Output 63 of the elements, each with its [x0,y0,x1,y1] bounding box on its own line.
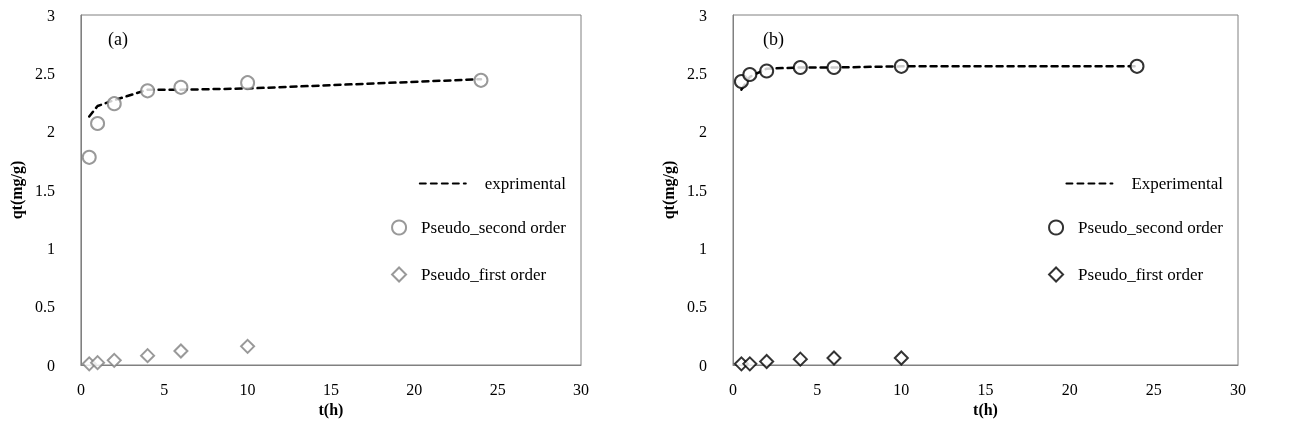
x-axis-title: t(h) [973,401,998,420]
point [90,355,106,371]
x-tick-label: 30 [1230,380,1246,398]
y-axis-title: qt(mg/g) [7,160,26,220]
point [792,351,808,367]
legend-label: Pseudo_second order [421,218,567,237]
point [140,83,156,99]
y-axis-title: qt(mg/g) [659,160,678,220]
x-tick-label: 25 [489,380,506,398]
point [742,356,758,372]
y-tick-label: 2.5 [687,64,707,82]
point [140,348,156,364]
x-tick-label: 15 [322,380,339,398]
x-tick-label: 20 [406,380,423,398]
point [759,354,775,369]
point [759,63,775,79]
legend-label: Pseudo_first order [1078,265,1204,284]
y-tick-label: 0 [46,356,55,374]
legend-label: Experimental [1131,174,1224,193]
point [240,338,256,354]
legend-label: Pseudo_first order [421,265,547,284]
x-axis-title: t(h) [318,401,344,420]
x-tick-label: 30 [573,380,589,398]
x-tick-label: 5 [813,380,822,398]
y-tick-label: 1.5 [34,181,55,199]
point [826,350,842,366]
point [106,96,122,112]
point [1129,58,1145,74]
y-tick-label: 0.5 [687,298,707,316]
point [173,343,189,359]
x-tick-label: 10 [893,380,910,398]
point [893,58,909,74]
y-tick-label: 2 [699,123,707,141]
point [240,75,256,91]
point [81,149,97,165]
point [106,352,122,368]
point [826,60,842,75]
x-tick-label: 0 [76,380,85,398]
x-tick-label: 10 [239,380,256,398]
legend-label: Pseudo_second order [1078,218,1224,237]
y-tick-label: 1.5 [687,181,707,199]
x-tick-label: 15 [977,380,994,398]
y-tick-label: 2.5 [34,64,55,82]
y-tick-label: 1 [46,239,55,257]
point [893,350,909,366]
x-tick-label: 20 [1061,380,1078,398]
x-tick-label: 25 [1145,380,1162,398]
point [792,60,808,75]
x-tick-label: 0 [729,380,737,398]
point [742,67,758,82]
y-tick-label: 0.5 [34,298,55,316]
point [473,72,489,88]
y-tick-label: 1 [699,239,707,257]
legend-label: exprimental [484,174,567,193]
y-tick-label: 3 [699,6,707,24]
annotation: (b) [763,29,784,50]
point [90,116,106,131]
y-tick-label: 0 [699,356,707,374]
y-tick-label: 3 [46,6,55,24]
annotation: (a) [108,29,128,50]
point [173,79,189,95]
x-tick-label: 5 [160,380,169,398]
y-tick-label: 2 [46,123,55,141]
